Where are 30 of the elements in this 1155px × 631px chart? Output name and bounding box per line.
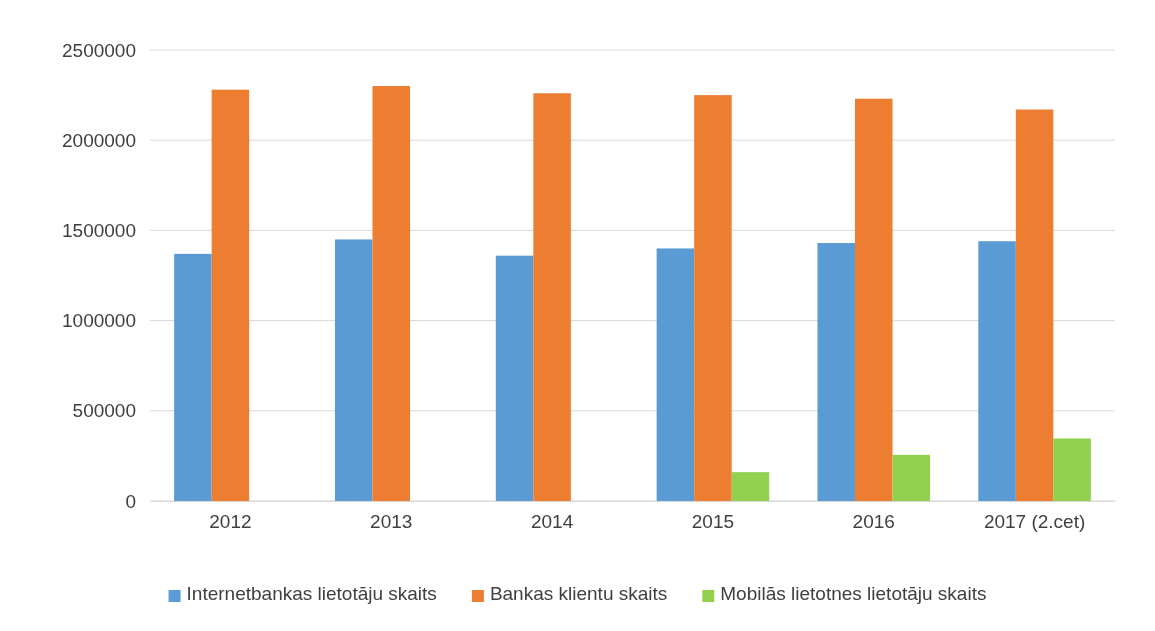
legend-label: Mobilās lietotnes lietotāju skaits [720,583,987,604]
x-tick-label: 2014 [530,511,574,533]
y-tick-label: 1500000 [62,219,136,241]
x-tick-label: 2012 [209,511,252,533]
y-tick-label: 2000000 [62,129,136,151]
legend-label: Bankas klientu skaits [489,583,668,604]
bar [817,243,855,501]
bar [495,255,534,501]
y-tick-label: 1000000 [62,310,136,332]
x-tick-label: 2016 [852,511,895,533]
legend-label: Internetbankas lietotāju skaits [186,583,437,604]
bar [694,95,732,501]
bar [854,98,893,501]
bar [1053,438,1091,501]
y-tick-label: 2500000 [62,39,136,61]
x-tick-label: 2015 [691,511,735,533]
bar [1015,109,1054,501]
bar [211,89,250,501]
bar [334,239,373,501]
bar [892,454,931,501]
bar [978,241,1016,501]
x-tick-label: 2017 (2.cet) [983,511,1086,533]
bar [174,253,212,501]
bar [533,93,571,501]
y-tick-label: 500000 [72,400,136,422]
bar [731,472,770,501]
y-tick-label: 0 [125,490,136,512]
x-tick-label: 2013 [370,511,413,533]
bar [656,248,695,501]
bar [372,86,411,501]
